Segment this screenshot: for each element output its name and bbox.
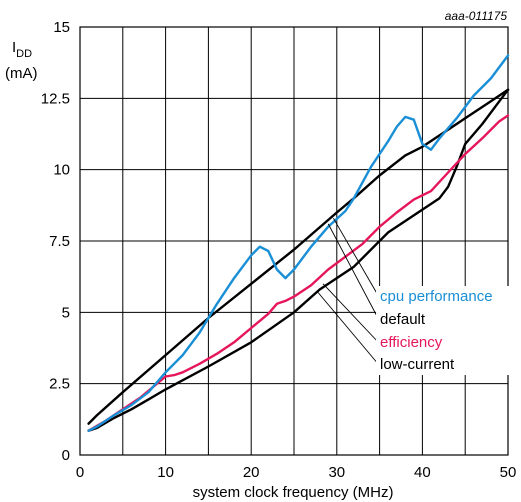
- legend: cpu performance default efficiency low-c…: [376, 286, 519, 375]
- y-tick-label: 5: [62, 304, 70, 321]
- x-tick-label: 10: [157, 464, 174, 481]
- leader-line: [332, 217, 380, 298]
- y-tick-label: 10: [53, 162, 70, 179]
- legend-bg: [376, 286, 519, 375]
- y-axis-title-sub: DD: [16, 48, 32, 60]
- legend-label-efficiency: efficiency: [380, 334, 443, 351]
- y-tick-label: 7.5: [49, 233, 70, 250]
- legend-label-low-current: low-current: [380, 356, 455, 373]
- series-layer: [87, 54, 510, 432]
- x-tick-label: 50: [500, 464, 517, 481]
- leader-line: [327, 223, 380, 321]
- series-line-efficiency: [87, 114, 510, 432]
- y-axis-unit: (mA): [5, 65, 38, 82]
- y-axis-title-main: I: [12, 39, 16, 56]
- leader-line: [322, 283, 380, 344]
- y-tick-label: 0: [62, 447, 70, 464]
- series-line-low-current: [87, 88, 510, 432]
- figure-id: aaa-011175: [445, 9, 508, 23]
- legend-label-default: default: [380, 311, 426, 328]
- series-line-default: [87, 88, 510, 425]
- grid: [80, 27, 508, 455]
- x-axis-title: system clock frequency (MHz): [193, 484, 394, 501]
- x-tick-label: 0: [76, 464, 84, 481]
- series-line-cpu-performance: [87, 54, 510, 432]
- tick-labels: 0 10 20 30 40 50 0 2.5 5 7.5 10 12.5 15: [41, 19, 517, 481]
- x-tick-label: 30: [328, 464, 345, 481]
- x-tick-label: 40: [414, 464, 431, 481]
- legend-label-cpu-performance: cpu performance: [380, 288, 493, 305]
- leader-line: [317, 292, 380, 366]
- y-axis-title: IDD: [12, 39, 32, 60]
- plot-frame: [79, 26, 509, 456]
- y-tick-label: 2.5: [49, 376, 70, 393]
- x-tick-label: 20: [243, 464, 260, 481]
- y-tick-label: 12.5: [41, 90, 70, 107]
- legend-leader-lines: [317, 217, 380, 366]
- y-tick-label: 15: [53, 19, 70, 36]
